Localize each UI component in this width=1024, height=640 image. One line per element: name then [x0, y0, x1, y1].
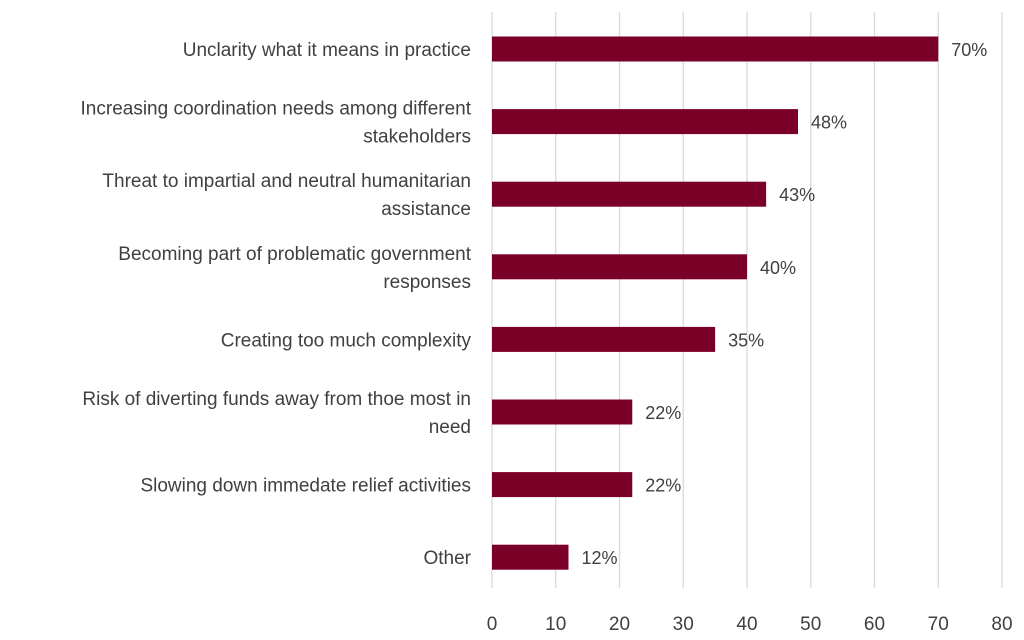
x-tick-label: 10	[545, 614, 566, 635]
x-tick-label: 80	[991, 614, 1012, 635]
category-label: Unclarity what it means in practice	[183, 40, 471, 61]
bar	[492, 326, 716, 352]
x-tick-label: 50	[800, 614, 821, 635]
category-label: Increasing coordination needs among diff…	[81, 99, 472, 120]
x-tick-label: 60	[864, 614, 885, 635]
bar	[492, 181, 767, 207]
category-labels: Unclarity what it means in practice Incre…	[81, 40, 472, 569]
category-label: responses	[383, 272, 471, 293]
category-label: assistance	[381, 199, 471, 220]
data-label: 70%	[951, 40, 987, 60]
x-tick-label: 70	[928, 614, 949, 635]
x-tick-label: 20	[609, 614, 630, 635]
data-label: 22%	[645, 476, 681, 496]
data-label: 35%	[728, 330, 764, 350]
data-label: 48%	[811, 113, 847, 133]
data-label: 12%	[582, 548, 618, 568]
category-label: Becoming part of problematic government	[118, 244, 471, 265]
bar	[492, 399, 633, 425]
category-label: stakeholders	[363, 127, 471, 148]
bars	[492, 36, 939, 570]
bar	[492, 472, 633, 498]
x-axis-tick-labels: 0 10 20 30 40 50 60 70 80	[487, 614, 1013, 635]
gridlines	[491, 12, 1003, 588]
data-labels: 70% 48% 43% 40% 35% 22% 22% 12%	[582, 40, 988, 568]
category-label: Risk of diverting funds away from thoe m…	[82, 389, 471, 410]
data-label: 22%	[645, 403, 681, 423]
x-tick-label: 40	[736, 614, 757, 635]
category-label: Creating too much complexity	[221, 330, 472, 351]
bar	[492, 109, 798, 135]
bar	[492, 36, 939, 62]
x-tick-label: 0	[487, 614, 498, 635]
x-tick-label: 30	[673, 614, 694, 635]
bar	[492, 254, 747, 280]
bar	[492, 544, 569, 570]
category-label: Other	[423, 548, 471, 569]
category-label: Slowing down immedate relief activities	[140, 476, 471, 497]
data-label: 43%	[779, 185, 815, 205]
data-label: 40%	[760, 258, 796, 278]
category-label: Threat to impartial and neutral humanita…	[102, 171, 471, 192]
category-label: need	[429, 417, 471, 438]
